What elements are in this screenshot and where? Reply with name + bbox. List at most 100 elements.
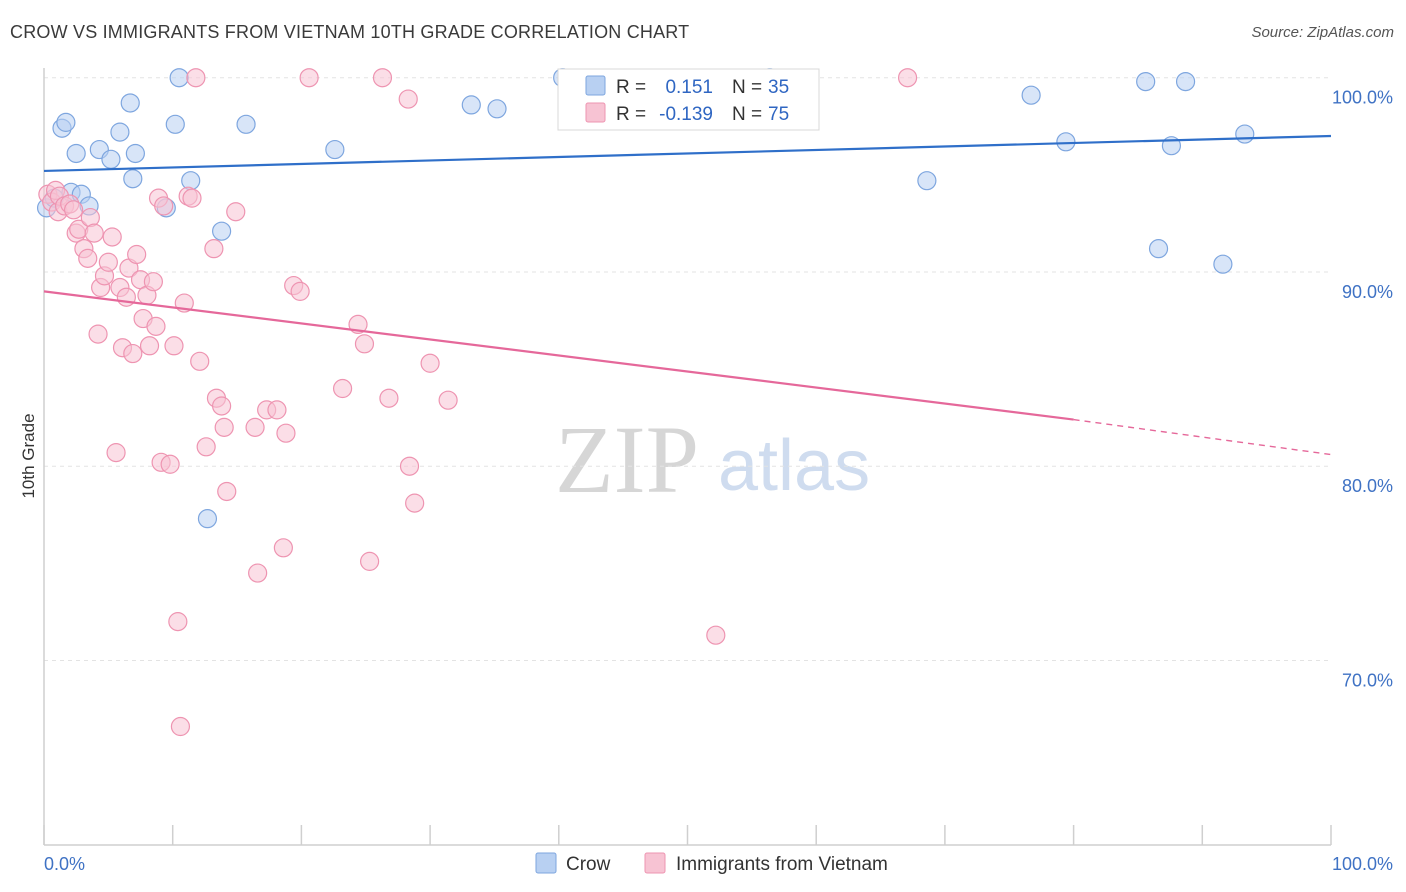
crow-point	[165, 114, 185, 134]
vietnam-point	[168, 612, 188, 632]
crow-point	[1235, 124, 1255, 144]
series-legend: Crow Immigrants from Vietnam	[535, 852, 888, 875]
data-points	[36, 68, 1255, 737]
vietnam-point	[160, 454, 180, 474]
crow-point	[917, 171, 937, 191]
vietnam-point	[170, 716, 191, 737]
legend-swatch-crow	[585, 75, 606, 96]
crow-point	[236, 114, 256, 134]
vietnam-point	[299, 68, 319, 88]
y-tick-label: 70.0%	[1342, 670, 1393, 690]
vietnam-point	[106, 443, 126, 463]
crow-point	[110, 122, 130, 142]
crow-point	[1056, 132, 1076, 152]
vietnam-point	[98, 252, 118, 272]
vietnam-point	[214, 417, 234, 437]
y-tick-label: 90.0%	[1342, 282, 1393, 302]
vietnam-point	[379, 388, 399, 408]
stats-legend: R = 0.151 N = 35 R = -0.139 N = 75	[557, 68, 820, 131]
vietnam-point	[420, 353, 440, 373]
legend-swatch-vietnam	[585, 102, 606, 123]
vietnam-point	[290, 281, 310, 301]
bottom-legend-label-crow: Crow	[566, 854, 611, 875]
vietnam-point	[354, 334, 375, 354]
vietnam-point	[332, 378, 353, 399]
legend-r-value-vietnam: -0.139	[659, 104, 713, 125]
crow-point	[212, 221, 232, 241]
vietnam-point	[204, 239, 224, 259]
vietnam-point	[360, 551, 380, 571]
vietnam-trend-line-extension	[1073, 418, 1332, 456]
crow-trend-line	[43, 134, 1332, 173]
crow-point	[1136, 71, 1156, 92]
vietnam-point	[372, 68, 393, 88]
y-axis-label: 10th Grade	[19, 413, 38, 498]
vietnam-point	[64, 200, 84, 220]
vietnam-point	[276, 423, 296, 443]
vietnam-point	[405, 493, 425, 513]
vietnam-point	[248, 563, 268, 583]
vietnam-trend-line	[43, 290, 1074, 421]
chart-title: CROW VS IMMIGRANTS FROM VIETNAM 10TH GRA…	[10, 22, 690, 42]
trend-lines	[43, 134, 1332, 456]
legend-r-label-crow: R =	[616, 77, 646, 98]
vietnam-point	[245, 417, 265, 437]
x-tick-label-start: 0.0%	[44, 854, 85, 874]
crow-point	[197, 509, 218, 529]
crow-point	[125, 143, 145, 164]
vietnam-point	[399, 456, 420, 476]
source-label: Source: ZipAtlas.com	[1251, 24, 1394, 41]
legend-n-value-crow: 35	[768, 77, 789, 98]
bottom-legend-label-vietnam: Immigrants from Vietnam	[676, 854, 888, 875]
crow-point	[461, 95, 481, 115]
vietnam-point	[212, 396, 232, 416]
vietnam-point	[438, 390, 458, 410]
vietnam-point	[190, 351, 210, 371]
y-tick-label: 100.0%	[1332, 88, 1393, 108]
y-tick-label: 80.0%	[1342, 476, 1393, 496]
vietnam-point	[186, 68, 206, 88]
vietnam-point	[143, 272, 163, 292]
vietnam-point	[127, 244, 147, 265]
vietnam-point	[182, 188, 202, 208]
vietnam-point	[146, 316, 166, 336]
crow-point	[487, 99, 507, 119]
bottom-legend-swatch-crow	[535, 852, 557, 874]
vietnam-point	[102, 227, 122, 247]
vietnam-point	[196, 437, 216, 457]
crow-point	[1021, 85, 1041, 105]
crow-point	[1213, 254, 1233, 274]
crow-point	[325, 139, 345, 160]
x-tick-label-end: 100.0%	[1332, 854, 1393, 874]
legend-r-label-vietnam: R =	[616, 104, 646, 125]
legend-r-value-crow: 0.151	[665, 77, 713, 98]
vietnam-point	[897, 68, 918, 88]
vietnam-point	[84, 223, 104, 243]
vietnam-point	[398, 89, 418, 109]
vietnam-point	[139, 336, 160, 356]
vietnam-point	[217, 481, 237, 502]
crow-point	[120, 93, 140, 113]
crow-point	[101, 149, 121, 169]
crow-point	[123, 169, 143, 189]
legend-n-value-vietnam: 75	[768, 104, 789, 125]
vietnam-point	[154, 196, 174, 216]
crow-point	[1148, 239, 1169, 259]
vietnam-point	[164, 336, 184, 356]
vietnam-point	[706, 625, 726, 645]
x-axis-ticks: 0.0% 100.0%	[43, 825, 1393, 874]
vietnam-point	[226, 202, 246, 222]
crow-point	[1175, 71, 1196, 92]
legend-n-label-vietnam: N =	[732, 104, 762, 125]
crow-point	[66, 143, 86, 164]
watermark-zip: ZIP	[555, 406, 699, 513]
vietnam-point	[123, 343, 143, 364]
vietnam-point	[88, 324, 108, 344]
vietnam-point	[78, 248, 98, 268]
legend-n-label-crow: N =	[732, 77, 762, 98]
vietnam-point	[267, 400, 287, 420]
y-axis-tick-labels: 70.0% 80.0% 90.0% 100.0%	[1332, 88, 1393, 691]
crow-point	[56, 112, 76, 132]
crow-point	[169, 68, 189, 88]
